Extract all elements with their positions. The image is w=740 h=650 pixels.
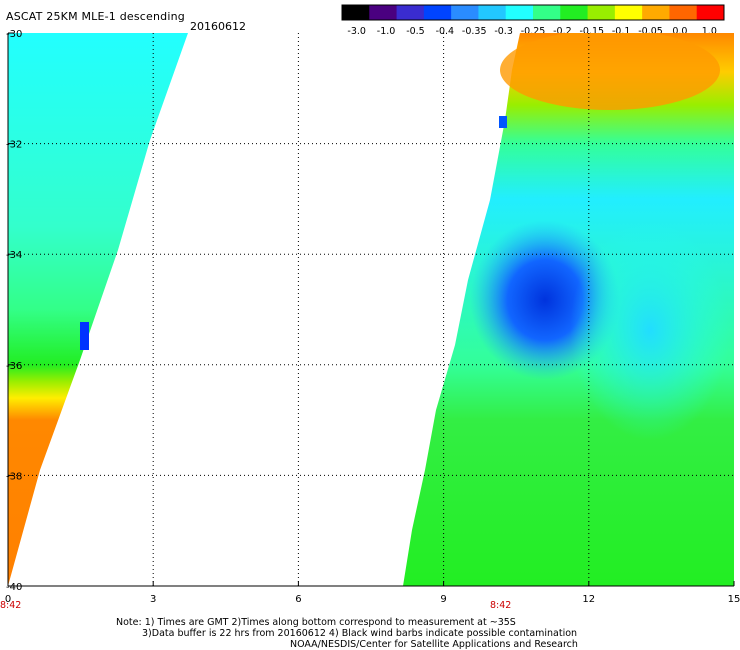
y-tick-label: -38 [6,471,22,482]
colorbar-tick-label: -0.4 [436,26,455,37]
time-label-right: 8:42 [490,600,512,611]
colorbar-tick-label: -0.05 [638,26,663,37]
colorbar-swatch [642,5,670,20]
colorbar-tick-label: -1.0 [377,26,396,37]
x-tick-label: 12 [582,594,595,605]
time-label-left: 8:42 [0,600,22,611]
colorbar-tick-label: -0.15 [579,26,604,37]
y-tick-label: -34 [6,250,22,261]
colorbar-swatch [505,5,534,20]
colorbar-tick-label: 0.0 [672,26,687,37]
colorbar-tick-label: -0.2 [553,26,572,37]
x-tick-label: 6 [295,594,301,605]
note-line-3: NOAA/NESDIS/Center for Satellite Applica… [290,639,578,650]
colorbar-swatch [696,5,725,20]
colorbar-swatch [478,5,507,20]
note-line-1: Note: 1) Times are GMT 2)Times along bot… [116,617,516,628]
swath-right-cyan-region [570,220,730,440]
swath-left-blue-patch [80,322,89,350]
chart-date: 20160612 [190,20,246,33]
y-tick-label: -30 [6,29,22,40]
swath-right-blue-patch [499,116,507,128]
colorbar-swatch [396,5,425,20]
y-tick-label: -32 [6,140,22,151]
chart-title: ASCAT 25KM MLE-1 descending [6,10,185,23]
axes: 0 3 6 9 12 15 -30 -32 -34 -36 -38 -40 [5,29,740,605]
colorbar-tick-label: -0.1 [612,26,631,37]
y-tick-label: -36 [6,361,22,372]
colorbar: -3.0 -1.0 -0.5 -0.4 -0.35 -0.3 -0.25 -0.2 -0.15-… [341,4,725,37]
colorbar-tick-label: 1.0 [702,26,717,37]
colorbar-swatch [560,5,589,20]
colorbar-tick-label: -0.25 [521,26,546,37]
colorbar-swatch [533,5,561,20]
colorbar-tick-label: -0.3 [494,26,513,37]
colorbar-swatch [614,5,643,20]
colorbar-swatch [423,5,452,20]
note-line-2: 3)Data buffer is 22 hrs from 20160612 4)… [142,628,578,639]
swath-left [8,33,188,586]
x-tick-label: 0 [5,594,11,605]
colorbar-tick-label: -0.5 [406,26,425,37]
colorbar-tick-label: -3.0 [347,26,366,37]
swath-right-orange-region [500,33,720,110]
x-tick-label: 3 [150,594,156,605]
colorbar-swatch [587,5,616,20]
colorbar-swatch [369,5,398,20]
colorbar-swatch [669,5,698,20]
y-tick-label: -40 [6,582,22,593]
grid-lines [8,33,734,586]
colorbar-swatch [342,5,370,20]
colorbar-swatch [451,5,479,20]
x-tick-label: 15 [728,594,740,605]
x-tick-label: 9 [440,594,446,605]
colorbar-tick-label: -0.35 [462,26,487,37]
